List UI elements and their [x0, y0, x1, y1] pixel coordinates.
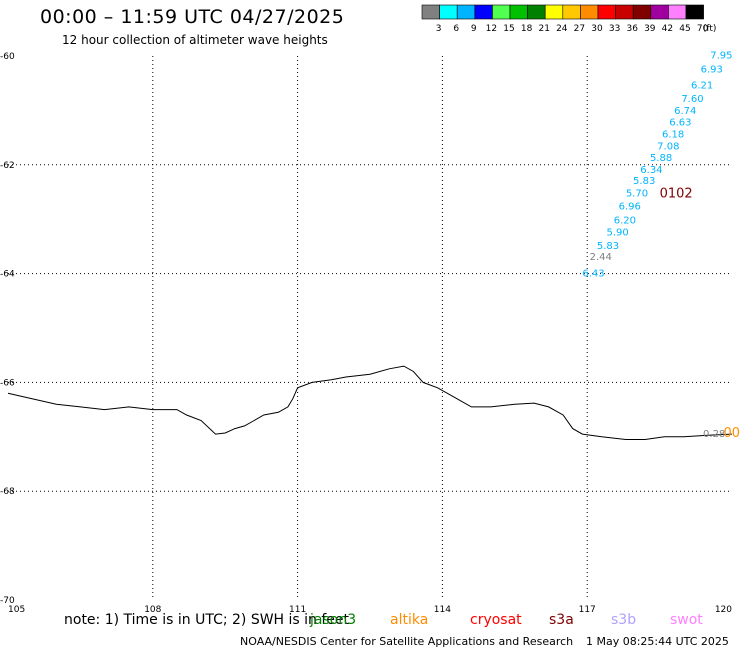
x-tick-label: 105: [8, 605, 25, 615]
swh-value-label: 7.60: [681, 94, 703, 105]
colorbar-tick-label: 24: [556, 24, 568, 34]
pass-time-label: 0102: [660, 186, 693, 201]
color-scale-legend: 3 6 9 12 15 18 21 24 27 30 33 36 39 42 45 70(ft): [421, 4, 717, 34]
colorbar-tick-label: 45: [679, 24, 690, 34]
swh-value-label: 6.96: [619, 201, 641, 212]
satellite-legend-swot: swot: [670, 612, 703, 628]
swh-value-label: 6.18: [662, 130, 684, 141]
coastline: [7, 365, 733, 440]
colorbar-tick-label: 27: [574, 24, 585, 34]
colorbar-tick-label: 33: [609, 24, 620, 34]
colorbar-tick-label: 3: [436, 24, 442, 34]
swh-value-label: 6.93: [701, 64, 723, 75]
x-tick-label: 120: [715, 605, 732, 615]
colorbar-tick-label: 9: [471, 24, 477, 34]
colorbar-tick-label: 15: [503, 24, 514, 34]
swh-value-label: 7.95: [710, 51, 732, 62]
colorbar-tick-label: 39: [644, 24, 656, 34]
y-tick-label: -64: [0, 270, 15, 280]
swh-value-label: 7.08: [657, 142, 679, 153]
x-tick-label: 108: [144, 605, 161, 615]
x-tick-label: 111: [289, 605, 306, 615]
pass-time-label: 00: [723, 426, 740, 441]
y-tick-label: -62: [0, 161, 15, 171]
colorbar-tick-label: 21: [538, 24, 549, 34]
y-tick-label: -60: [0, 52, 15, 62]
colorbar-tick-label: 42: [662, 24, 673, 34]
swh-value-label: 5.90: [607, 228, 629, 239]
satellite-legend-jason3: jason3: [310, 612, 357, 628]
satellite-legend-s3a: s3a: [549, 612, 574, 628]
swh-value-label: 2.44: [590, 252, 612, 263]
colorbar-tick-label: 12: [486, 24, 497, 34]
swh-value-label: 5.83: [597, 241, 619, 252]
chart-subtitle: 12 hour collection of altimeter wave hei…: [62, 33, 328, 47]
y-tick-label: -70: [0, 596, 15, 606]
x-tick-label: 114: [434, 605, 451, 615]
colorbar-tick-label: 18: [521, 24, 533, 34]
colorbar-swatch: [685, 4, 704, 20]
swh-value-label: 6.20: [614, 216, 636, 227]
swh-value-label: 5.88: [650, 153, 672, 164]
swh-value-label: 6.34: [640, 165, 662, 176]
colorbar-tick-label: 6: [453, 24, 459, 34]
swh-value-label: 6.74: [674, 106, 696, 117]
satellite-legend-altika: altika: [390, 612, 429, 628]
satellite-legend-s3b: s3b: [611, 612, 637, 628]
swh-value-label: 6.43: [582, 268, 604, 279]
colorbar-tick-label: 70: [697, 24, 709, 34]
swh-value-label: 5.83: [633, 176, 655, 187]
x-tick-label: 117: [579, 605, 596, 615]
colorbar-unit-label: (ft): [703, 24, 717, 34]
swh-value-label: 6.21: [691, 81, 713, 92]
colorbar-tick-label: 36: [626, 24, 638, 34]
generated-timestamp: 1 May 08:25:44 UTC 2025: [586, 635, 729, 648]
units-note: note: 1) Time is in UTC; 2) SWH is in fe…: [64, 612, 350, 628]
swh-value-label: 0.28: [703, 429, 725, 440]
swh-value-label: 6.63: [669, 118, 691, 129]
colorbar-tick-label: 30: [591, 24, 603, 34]
swh-value-label: 5.70: [626, 188, 648, 199]
chart-title: 00:00 – 11:59 UTC 04/27/2025: [40, 6, 345, 28]
y-tick-label: -68: [0, 487, 15, 497]
satellite-legend-cryosat: cryosat: [470, 612, 522, 628]
y-tick-label: -66: [0, 378, 15, 388]
credit-line: NOAA/NESDIS Center for Satellite Applica…: [240, 635, 574, 648]
